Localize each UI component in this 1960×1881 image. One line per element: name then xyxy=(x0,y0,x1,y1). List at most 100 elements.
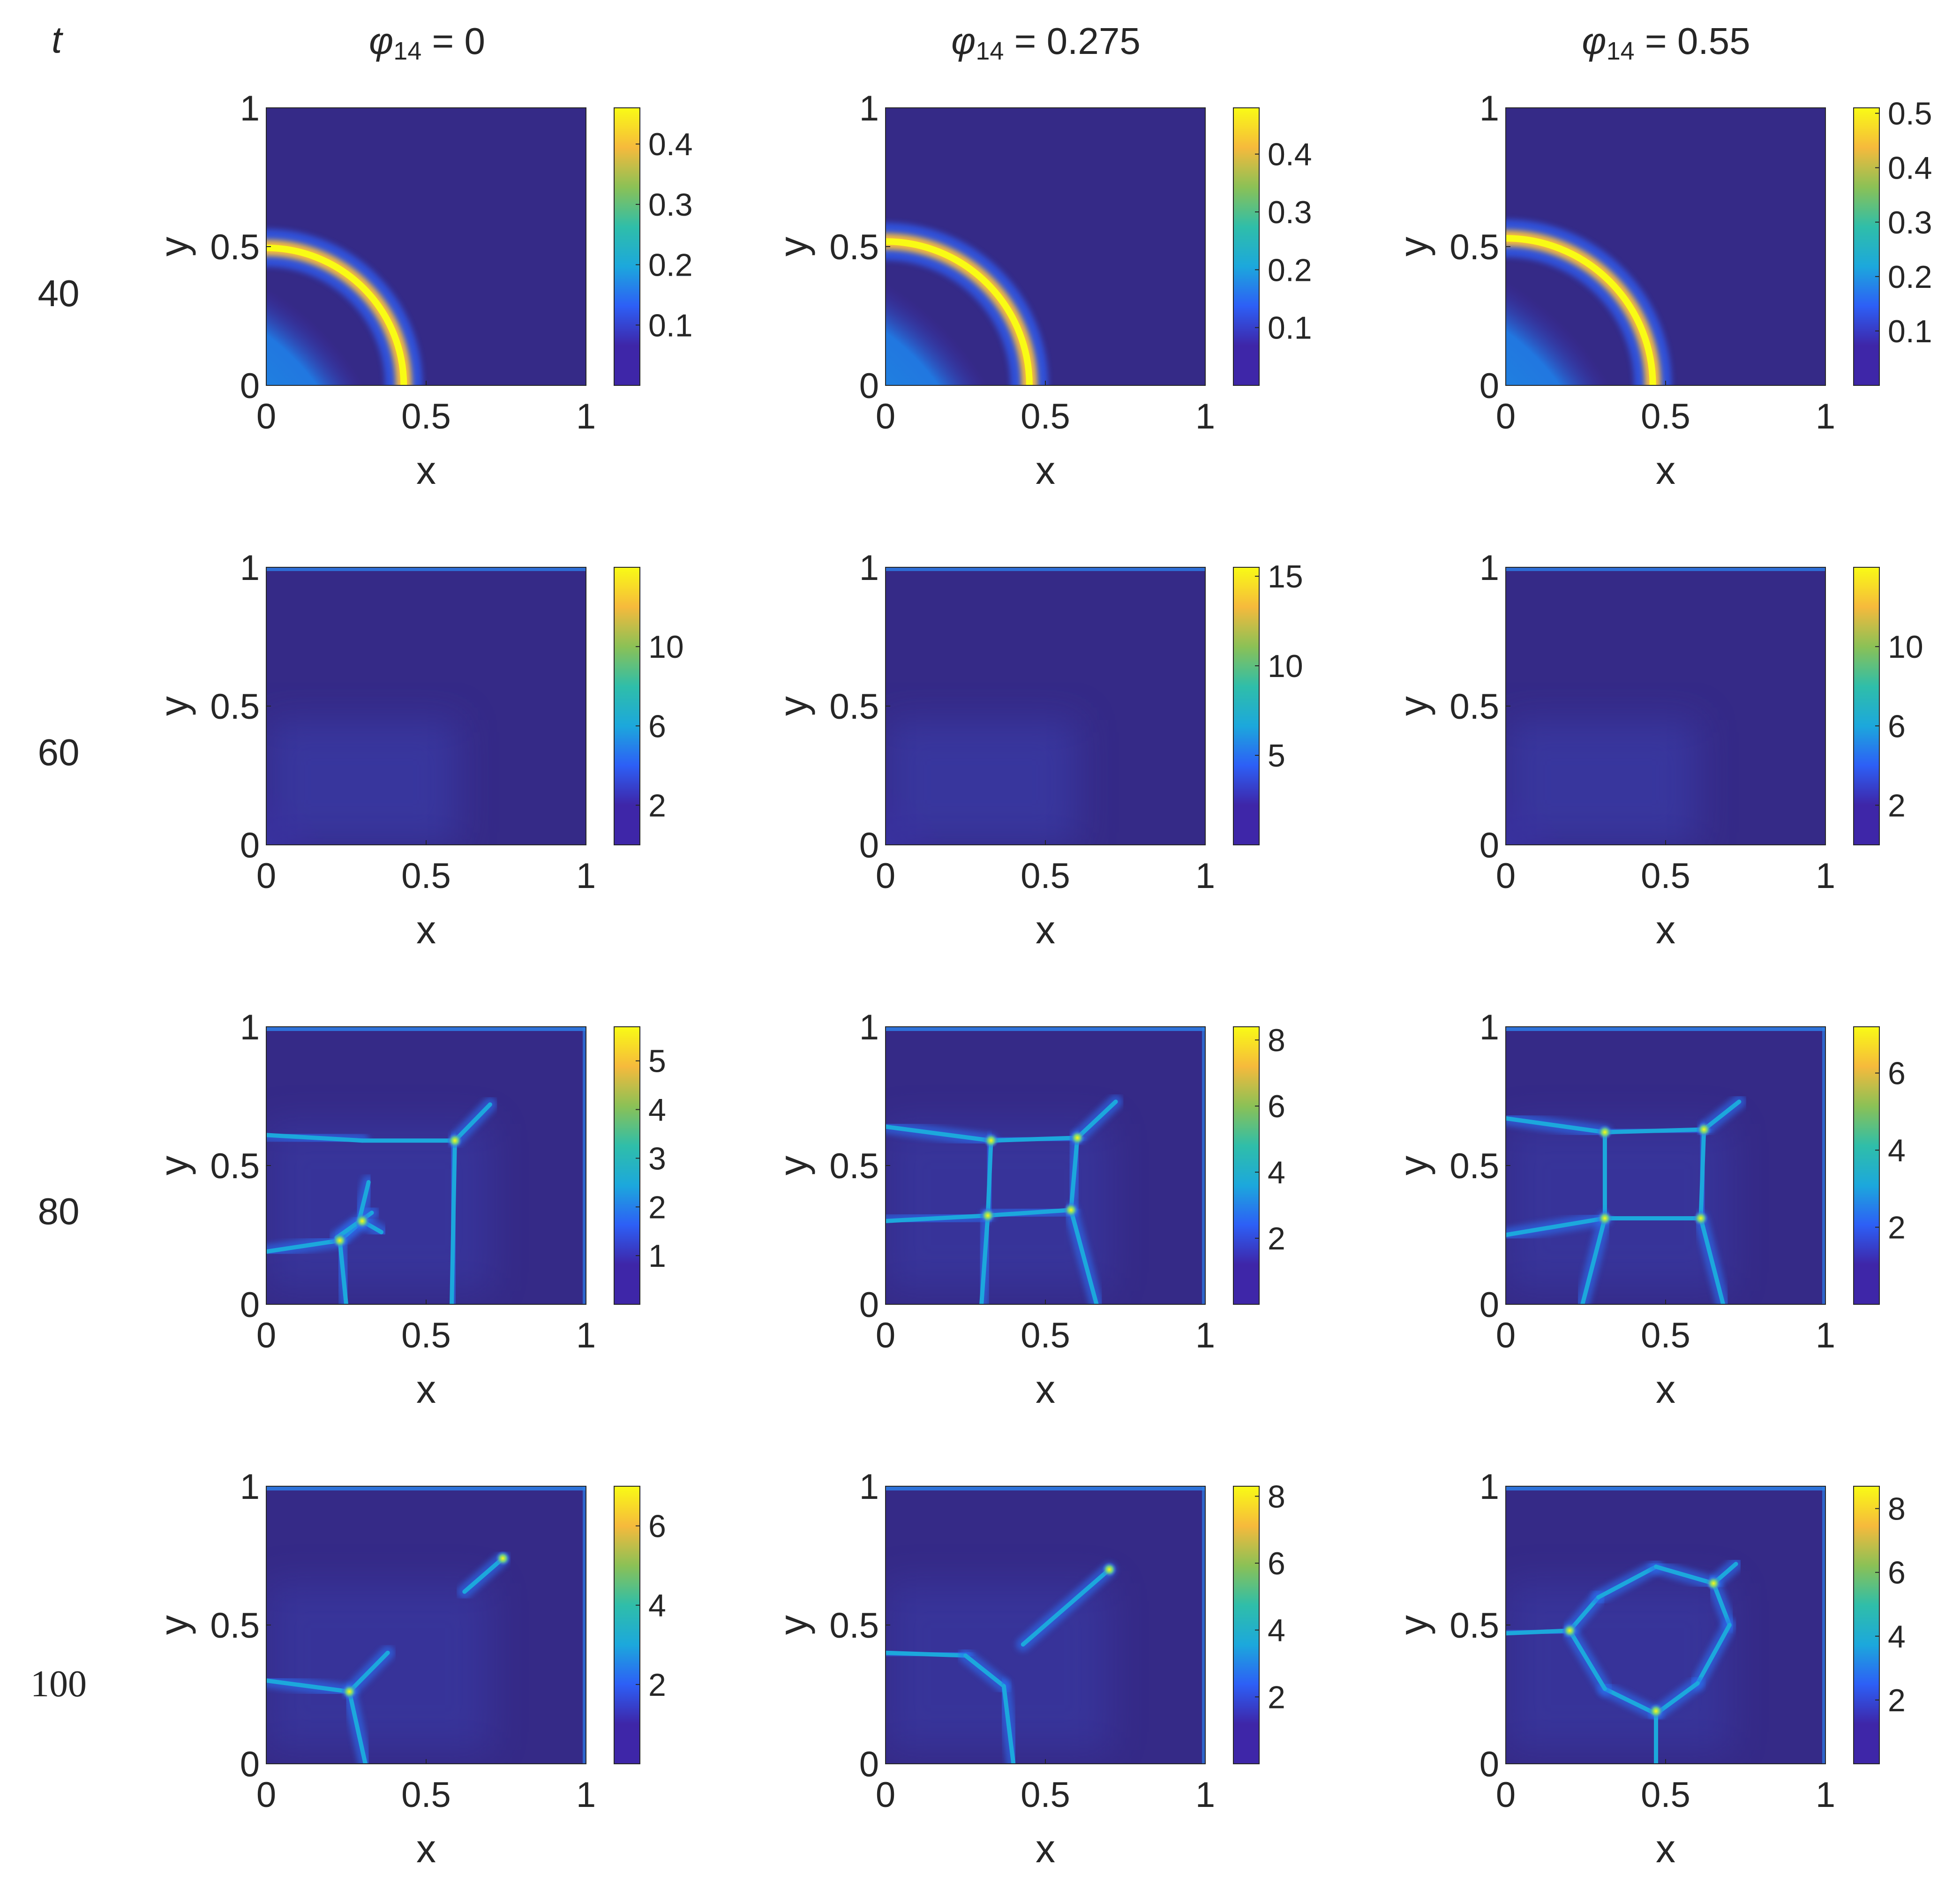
heatmap-panel: 0 0.5 1 0 0.5 1 x y 2 4 6 8 xyxy=(771,1467,1285,1871)
heatmap-panel: 0 0.5 1 0 0.5 1 x y 0.1 0.2 0.3 0.4 0.5 xyxy=(1391,89,1932,492)
hotspot xyxy=(1597,1124,1613,1140)
corner-glow xyxy=(1506,755,1595,845)
heatmap-panel: 0 0.5 1 0 0.5 1 x y 2 4 6 xyxy=(1391,1008,1906,1411)
colorbar-tick-label: 3 xyxy=(648,1141,666,1176)
y-tick-label: 0 xyxy=(1479,1285,1499,1325)
hotspot xyxy=(447,1133,463,1148)
colorbar xyxy=(1853,1026,1880,1305)
hotspot xyxy=(984,1133,999,1148)
y-tick-label: 1 xyxy=(859,548,879,588)
x-axis-label: x xyxy=(1656,448,1675,492)
y-tick-label: 1 xyxy=(1479,1008,1499,1047)
y-tick-label: 0.5 xyxy=(1449,687,1499,727)
heatmap-field xyxy=(266,1486,586,1764)
row-label-t40: 40 xyxy=(38,272,80,314)
colorbar-tick-label: 6 xyxy=(1268,1089,1285,1124)
network-filament xyxy=(266,1238,342,1254)
network-filament xyxy=(989,1136,1080,1143)
heatmap-field xyxy=(1506,1027,1825,1304)
colorbar xyxy=(1233,1026,1260,1305)
network-filament xyxy=(266,1678,352,1694)
y-axis-label: y xyxy=(152,237,196,256)
heatmap-field xyxy=(266,108,586,385)
corner-glow xyxy=(886,755,975,845)
network-filament xyxy=(985,1138,993,1218)
x-tick-label: 1 xyxy=(1195,397,1215,436)
y-tick-label: 1 xyxy=(240,1467,260,1507)
y-tick-label: 0.5 xyxy=(829,1146,879,1186)
right-edge xyxy=(583,1486,586,1764)
x-axis-label: x xyxy=(1036,1367,1055,1411)
x-tick-label: 1 xyxy=(576,1316,596,1355)
network-filament xyxy=(979,1213,990,1304)
network-filament xyxy=(1698,1216,1726,1304)
x-tick-label: 0 xyxy=(256,856,276,896)
hotspot xyxy=(1562,1623,1577,1638)
colorbar xyxy=(1233,567,1260,845)
ring-interior xyxy=(1506,241,1650,385)
network-filament xyxy=(1075,1099,1118,1140)
hotspot xyxy=(495,1550,511,1566)
colorbar-tick-label: 0.5 xyxy=(1888,96,1932,132)
network-filament xyxy=(1695,1623,1732,1685)
column-header-1: φ14 = 0 xyxy=(369,20,485,65)
network-filament xyxy=(963,1653,1006,1688)
phi-subscript: 14 xyxy=(1607,37,1635,65)
x-tick-label: 0 xyxy=(876,1316,895,1355)
row-label-t60: 60 xyxy=(38,731,80,773)
x-axis-label: x xyxy=(1656,1367,1675,1411)
colorbar-tick-label: 5 xyxy=(648,1044,666,1079)
colorbar-tick-label: 4 xyxy=(1888,1133,1906,1168)
hotspot xyxy=(332,1233,347,1248)
network-filament xyxy=(1021,1567,1111,1647)
phi-symbol: φ xyxy=(951,20,976,62)
colorbar-tick-label: 8 xyxy=(1888,1491,1906,1527)
right-edge xyxy=(1822,1486,1825,1764)
y-tick-label: 1 xyxy=(859,89,879,128)
top-edge xyxy=(1506,567,1825,571)
x-tick-label: 0.5 xyxy=(1641,1775,1690,1815)
colorbar-tick-label: 6 xyxy=(1888,708,1906,744)
network-filament xyxy=(347,1689,368,1764)
x-tick-label: 1 xyxy=(576,1775,596,1815)
x-tick-label: 0 xyxy=(256,1775,276,1815)
x-tick-label: 1 xyxy=(1195,1775,1215,1815)
colorbar-tick-label: 2 xyxy=(1268,1679,1285,1715)
top-edge xyxy=(886,1486,1205,1490)
network-filament xyxy=(1069,1208,1099,1304)
heatmap-field xyxy=(886,1486,1205,1764)
colorbar-tick-label: 4 xyxy=(1888,1619,1906,1655)
network-filament xyxy=(462,1556,505,1594)
colorbar-tick-label: 6 xyxy=(1268,1546,1285,1581)
y-axis-label: y xyxy=(152,1156,196,1175)
colorbar-tick-label: 2 xyxy=(648,1667,666,1703)
x-tick-label: 1 xyxy=(1816,1316,1835,1355)
network-filament xyxy=(1506,1216,1607,1237)
y-tick-label: 1 xyxy=(240,1008,260,1047)
heatmap-field xyxy=(1506,567,1825,845)
x-tick-label: 0 xyxy=(1496,1775,1516,1815)
y-tick-label: 0 xyxy=(859,366,879,406)
colorbar-tick-label: 10 xyxy=(648,629,684,665)
x-tick-label: 0 xyxy=(1496,856,1516,896)
x-tick-label: 0 xyxy=(1496,397,1516,436)
network-filament xyxy=(1001,1684,1016,1764)
y-tick-label: 0 xyxy=(240,1285,260,1325)
y-tick-label: 0 xyxy=(1479,366,1499,406)
x-tick-label: 0.5 xyxy=(1021,1775,1070,1815)
ring-interior xyxy=(266,250,401,385)
x-axis-label: x xyxy=(1036,1827,1055,1871)
colorbar-tick-label: 0.2 xyxy=(648,248,693,283)
colorbar-tick-label: 0.4 xyxy=(648,127,693,162)
colorbar xyxy=(614,1026,640,1305)
top-edge xyxy=(266,567,586,571)
x-axis-label: x xyxy=(416,448,436,492)
top-edge xyxy=(1506,1486,1825,1490)
corner-glow xyxy=(266,755,356,845)
x-axis-label: x xyxy=(416,908,436,952)
colorbar-tick-label: 1 xyxy=(648,1238,666,1274)
colorbar-tick-label: 10 xyxy=(1268,648,1303,684)
row-label-t100: 100 xyxy=(30,1663,87,1705)
x-tick-label: 0.5 xyxy=(1641,1316,1690,1355)
